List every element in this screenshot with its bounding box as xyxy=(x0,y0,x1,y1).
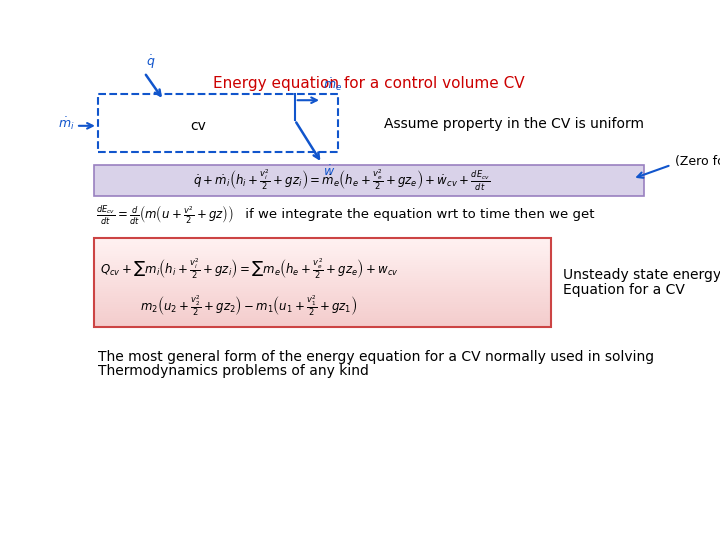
Bar xyxy=(94,264,550,267)
Bar xyxy=(94,238,551,327)
Bar xyxy=(98,94,338,152)
Bar xyxy=(94,258,550,260)
Bar xyxy=(94,295,550,298)
Text: Equation for a CV: Equation for a CV xyxy=(563,284,685,298)
Bar xyxy=(94,284,550,287)
Bar xyxy=(94,306,550,309)
Text: cv: cv xyxy=(191,119,207,133)
Bar xyxy=(94,251,550,254)
Bar xyxy=(94,298,550,300)
Text: $\frac{dE_{cv}}{dt} = \frac{d}{dt}\left(m\left(u + \frac{v^2}{2} + gz\right)\rig: $\frac{dE_{cv}}{dt} = \frac{d}{dt}\left(… xyxy=(96,204,234,226)
Bar xyxy=(94,293,550,295)
Bar xyxy=(94,304,550,307)
Bar xyxy=(94,313,550,315)
Bar xyxy=(94,271,550,273)
Text: if we integrate the equation wrt to time then we get: if we integrate the equation wrt to time… xyxy=(241,208,595,221)
Bar xyxy=(94,165,644,195)
Bar xyxy=(94,315,550,318)
Text: $\dot{m}_i$: $\dot{m}_i$ xyxy=(58,116,74,132)
Bar xyxy=(94,302,550,305)
Text: Unsteady state energy: Unsteady state energy xyxy=(563,268,720,282)
Text: (Zero for steady state): (Zero for steady state) xyxy=(675,156,720,168)
Bar xyxy=(94,310,550,313)
Bar xyxy=(94,300,550,302)
Text: Energy equation for a control volume CV: Energy equation for a control volume CV xyxy=(213,76,525,91)
Text: The most general form of the energy equation for a CV normally used in solving: The most general form of the energy equa… xyxy=(98,350,654,364)
Text: Thermodynamics problems of any kind: Thermodynamics problems of any kind xyxy=(98,363,369,377)
Bar xyxy=(94,269,550,271)
Bar xyxy=(94,253,550,256)
Text: Assume property in the CV is uniform: Assume property in the CV is uniform xyxy=(384,117,644,131)
Text: $\dot{m}_e$: $\dot{m}_e$ xyxy=(323,76,343,92)
Bar xyxy=(94,240,550,242)
Bar xyxy=(94,249,550,251)
Bar xyxy=(94,324,550,327)
Text: $\dot{q} + \dot{m}_i\left(h_i + \frac{v_i^2}{2} + gz_i\right) = \dot{m}_e\left(h: $\dot{q} + \dot{m}_i\left(h_i + \frac{v_… xyxy=(193,168,490,193)
Bar xyxy=(94,278,550,280)
Text: $\dot{q}$: $\dot{q}$ xyxy=(145,53,156,71)
Bar xyxy=(94,280,550,282)
Bar xyxy=(94,247,550,249)
Bar xyxy=(94,286,550,289)
Text: $m_2\left(u_2 + \frac{v_2^2}{2} + gz_2\right) - m_1\left(u_1 + \frac{v_1^2}{2} +: $m_2\left(u_2 + \frac{v_2^2}{2} + gz_2\r… xyxy=(140,294,358,318)
Bar xyxy=(94,242,550,245)
Bar xyxy=(94,291,550,293)
Text: $\dot{w}$: $\dot{w}$ xyxy=(323,165,336,179)
Bar xyxy=(94,322,550,325)
Bar xyxy=(94,255,550,258)
Bar xyxy=(94,244,550,247)
Bar xyxy=(94,260,550,262)
Bar xyxy=(94,308,550,311)
Bar xyxy=(94,266,550,269)
Bar xyxy=(94,273,550,276)
Text: $Q_{cv} + \sum m_i\left(h_i + \frac{v_i^2}{2} + gz_i\right) = \sum m_e\left(h_e : $Q_{cv} + \sum m_i\left(h_i + \frac{v_i^… xyxy=(100,256,399,281)
Bar xyxy=(94,262,550,265)
Bar xyxy=(94,318,550,320)
Bar xyxy=(94,275,550,278)
Bar xyxy=(94,288,550,291)
Bar xyxy=(94,320,550,322)
Bar xyxy=(94,282,550,285)
Bar xyxy=(94,238,550,240)
